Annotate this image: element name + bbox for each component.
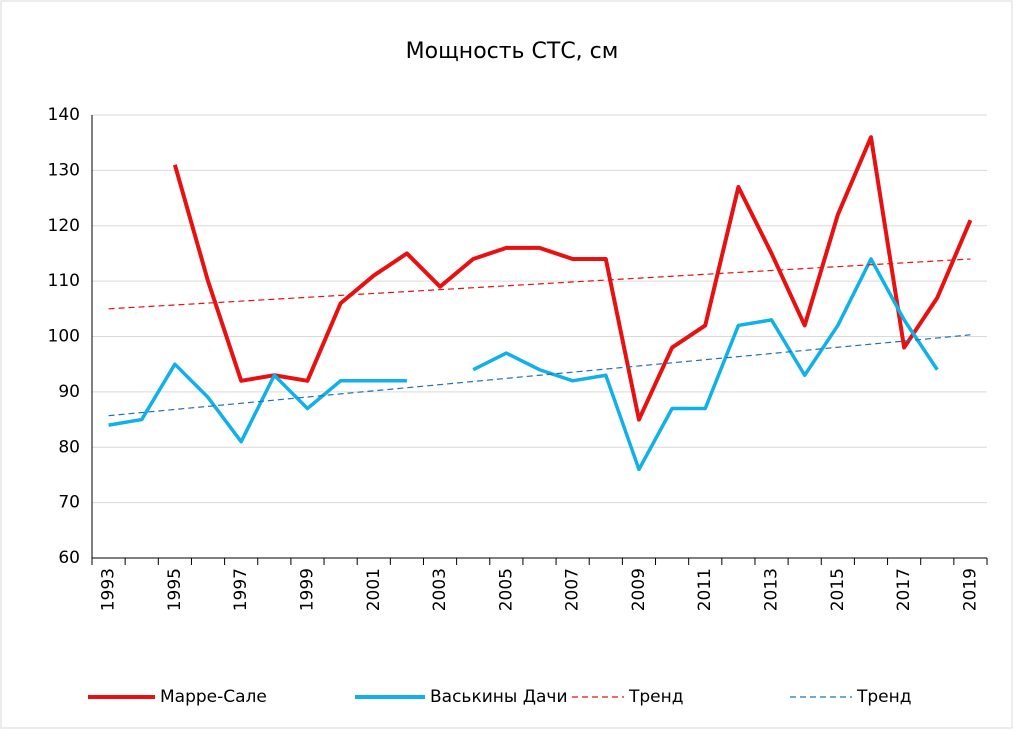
x-tick-label: 2003 [430,568,450,611]
chart-title: Мощность СТС, см [406,39,619,64]
legend-label: Тренд [856,687,912,707]
x-tick-label: 1999 [297,568,317,611]
series-line [172,135,973,422]
x-tick-label: 2011 [695,568,715,611]
x-tick-label: 2001 [364,568,384,611]
y-tick-label: 140 [48,105,80,125]
legend-label: Марре-Сале [160,687,267,707]
trend-line [108,258,971,310]
x-tick-label: 1997 [231,568,251,611]
y-tick-label: 130 [48,160,80,180]
x-tick-label: 2013 [762,568,782,611]
y-tick-label: 100 [48,327,80,347]
x-tick-label: 2005 [496,568,516,611]
x-tick-label: 1995 [165,568,185,611]
y-tick-label: 60 [58,548,80,568]
legend-label: Васькины Дачи [430,687,568,707]
x-tick-label: 2007 [563,568,583,611]
trend-line [108,334,971,417]
x-tick-label: 2015 [828,568,848,611]
y-tick-label: 90 [58,382,80,402]
y-tick-label: 110 [48,271,80,291]
x-tick-label: 2017 [894,568,914,611]
series-line [108,257,939,472]
y-tick-label: 70 [58,493,80,513]
legend-label: Тренд [628,687,684,707]
y-tick-label: 120 [48,216,80,236]
x-tick-label: 1993 [99,568,119,611]
y-tick-label: 80 [58,437,80,457]
x-tick-label: 2009 [629,568,649,611]
x-tick-label: 2019 [960,568,980,611]
